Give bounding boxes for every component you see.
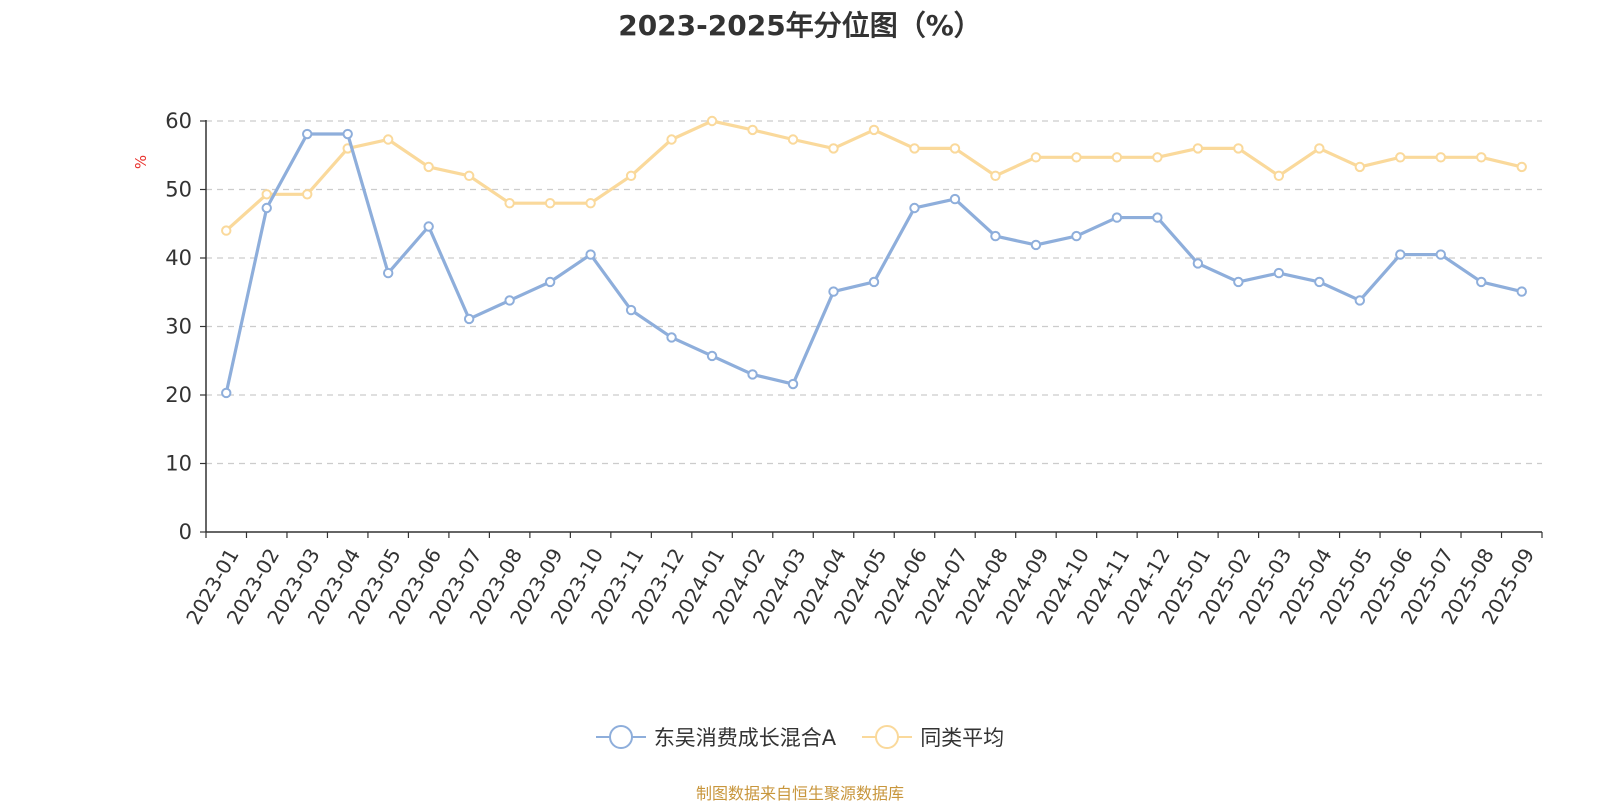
data-point[interactable] (585, 249, 596, 260)
data-point[interactable] (949, 143, 961, 154)
data-point[interactable] (382, 267, 394, 279)
legend-label-fund: 东吴消费成长混合A (653, 726, 837, 750)
series-0 (221, 128, 1527, 399)
data-point[interactable] (868, 124, 880, 136)
data-point[interactable] (949, 193, 961, 205)
data-point[interactable] (706, 350, 718, 362)
series-line (224, 132, 1523, 394)
data-point[interactable] (1152, 212, 1163, 223)
data-point[interactable] (706, 115, 718, 127)
legend-item-peer-average[interactable]: 同类平均 (862, 722, 1004, 752)
data-point[interactable] (1314, 143, 1325, 154)
data-point[interactable] (423, 221, 434, 232)
series-1 (221, 115, 1527, 236)
data-point[interactable] (828, 286, 839, 297)
y-tick-label: 40 (165, 246, 192, 270)
y-tick-label: 50 (165, 178, 192, 202)
legend-marker-icon (862, 725, 913, 749)
y-axis-label: % (132, 155, 150, 169)
data-point[interactable] (1354, 161, 1366, 173)
data-point[interactable] (1273, 267, 1285, 279)
data-point[interactable] (1233, 276, 1244, 288)
data-point[interactable] (1354, 295, 1366, 306)
data-point[interactable] (261, 189, 272, 200)
data-point[interactable] (909, 143, 920, 154)
y-tick-label: 60 (165, 109, 192, 133)
data-point[interactable] (1111, 152, 1123, 163)
grid-lines (206, 120, 1542, 465)
data-point[interactable] (1111, 212, 1123, 223)
legend-marker-icon (595, 725, 646, 749)
y-tick-label: 20 (165, 383, 192, 407)
data-point[interactable] (1030, 152, 1042, 163)
source-note: 制图数据来自恒生聚源数据库 (695, 784, 904, 803)
data-point[interactable] (302, 189, 313, 200)
data-point[interactable] (1516, 161, 1527, 173)
chart-title: 2023-2025年分位图（%） (618, 9, 982, 42)
data-point[interactable] (1476, 276, 1487, 288)
data-point[interactable] (1030, 239, 1042, 251)
data-point[interactable] (1192, 258, 1204, 269)
data-point[interactable] (1395, 249, 1406, 260)
data-point[interactable] (302, 128, 313, 140)
data-point[interactable] (1071, 152, 1082, 163)
data-point[interactable] (990, 230, 1001, 242)
data-point[interactable] (909, 202, 920, 214)
data-point[interactable] (221, 225, 232, 236)
y-tick-label: 0 (179, 520, 192, 544)
data-point[interactable] (382, 134, 394, 145)
data-point[interactable] (1435, 249, 1446, 260)
data-point[interactable] (1516, 286, 1527, 297)
data-point[interactable] (1071, 230, 1082, 242)
y-tick-label: 10 (165, 452, 192, 476)
axes: 01020304050602023-012023-022023-032023-0… (165, 109, 1543, 628)
data-point[interactable] (625, 304, 637, 316)
data-point[interactable] (1395, 152, 1406, 163)
data-point[interactable] (787, 134, 799, 145)
data-point[interactable] (666, 134, 677, 145)
legend-label-peer-average: 同类平均 (920, 726, 1005, 750)
data-point[interactable] (666, 332, 677, 343)
data-point[interactable] (787, 378, 799, 390)
data-point[interactable] (504, 198, 515, 209)
series-layer (221, 115, 1527, 399)
data-point[interactable] (828, 143, 839, 154)
data-point[interactable] (747, 124, 758, 136)
series-line (225, 119, 1523, 232)
data-point[interactable] (261, 202, 272, 214)
data-point[interactable] (1476, 152, 1487, 163)
data-point[interactable] (1233, 143, 1244, 154)
data-point[interactable] (544, 198, 556, 209)
data-point[interactable] (1152, 152, 1163, 163)
data-point[interactable] (1435, 152, 1446, 163)
data-point[interactable] (463, 170, 475, 182)
data-point[interactable] (504, 295, 515, 306)
data-point[interactable] (544, 276, 556, 288)
data-point[interactable] (463, 313, 475, 325)
data-point[interactable] (342, 128, 353, 140)
data-point[interactable] (990, 170, 1001, 182)
legend: 东吴消费成长混合A 同类平均 (0, 722, 1600, 752)
data-point[interactable] (1314, 276, 1325, 288)
data-point[interactable] (423, 161, 434, 173)
y-tick-label: 30 (165, 315, 192, 339)
data-point[interactable] (868, 276, 880, 288)
data-point[interactable] (625, 170, 637, 182)
data-point[interactable] (221, 387, 232, 399)
data-point[interactable] (585, 198, 596, 209)
data-point[interactable] (747, 369, 758, 380)
data-point[interactable] (1192, 143, 1204, 154)
legend-item-fund[interactable]: 东吴消费成长混合A (595, 722, 837, 752)
data-point[interactable] (1273, 170, 1285, 182)
